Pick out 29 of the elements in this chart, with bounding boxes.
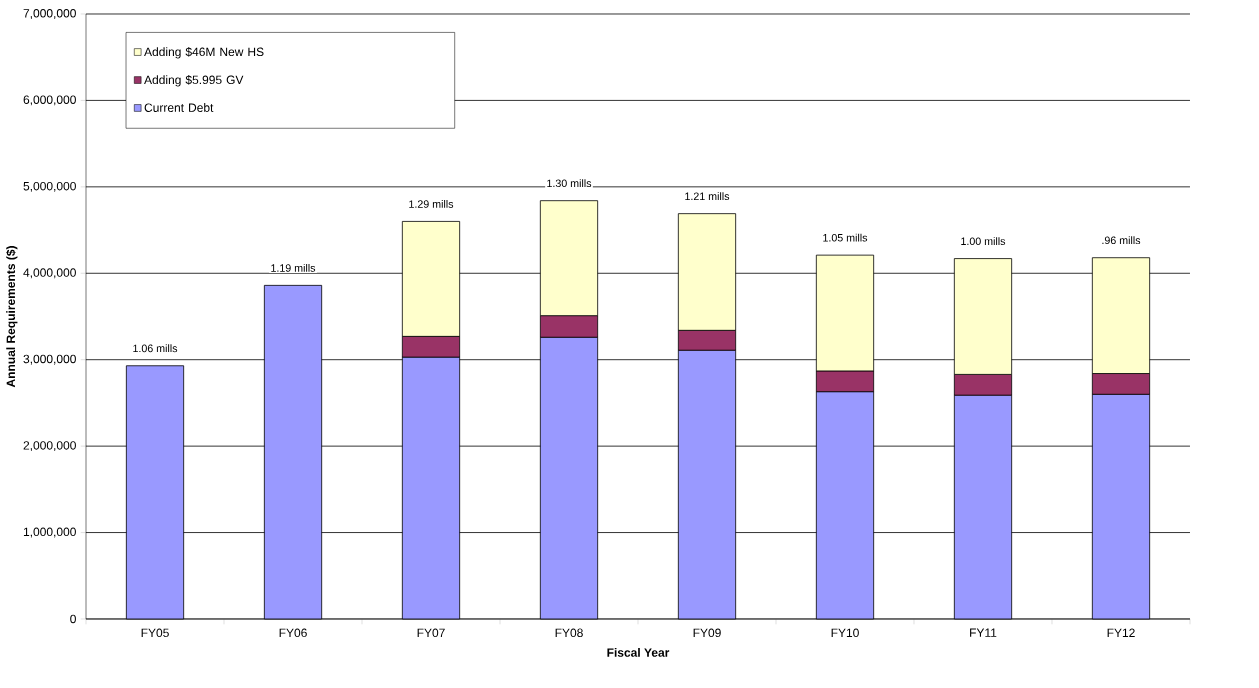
- annotation: 1.21 mills: [685, 192, 730, 201]
- y-tick-label: 6,000,000: [23, 95, 76, 106]
- x-tick-label: FY05: [141, 628, 169, 638]
- x-tick-label: FY11: [970, 628, 997, 637]
- legend-label: Current Debt: [144, 103, 214, 112]
- y-tick-label: 0: [70, 614, 76, 624]
- x-axis-title: Fiscal Year: [607, 648, 670, 657]
- y-tick-label: 5,000,000: [23, 181, 76, 192]
- y-axis-title: Annual Requirements ($): [6, 246, 18, 388]
- x-tick-label: FY08: [555, 628, 583, 638]
- legend-label: Adding $5.995 GV: [144, 75, 244, 87]
- x-tick-label: FY07: [417, 628, 445, 638]
- annotation: 1.19 mills: [271, 263, 316, 272]
- annotation: 1.00 mills: [961, 237, 1006, 245]
- y-tick-label: 2,000,000: [23, 441, 76, 452]
- y-tick-label: 7,000,000: [23, 9, 76, 19]
- y-tick-label: 4,000,000: [23, 268, 76, 279]
- annotation: 1.05 mills: [823, 233, 868, 242]
- annotation: 1.06 mills: [133, 344, 178, 353]
- x-tick-label: FY12: [1107, 628, 1135, 637]
- x-tick-label: FY06: [279, 628, 307, 638]
- x-tick-label: FY10: [831, 628, 859, 638]
- x-tick-label: FY09: [693, 628, 721, 638]
- legend-label: Adding $46M New HS: [144, 47, 264, 59]
- annotation: 1.30 mills: [547, 179, 592, 188]
- y-tick-label: 3,000,000: [23, 354, 76, 365]
- annotation: 1.29 mills: [409, 199, 454, 208]
- y-tick-label: 1,000,000: [23, 527, 76, 538]
- annotation: .96 mills: [1102, 236, 1141, 245]
